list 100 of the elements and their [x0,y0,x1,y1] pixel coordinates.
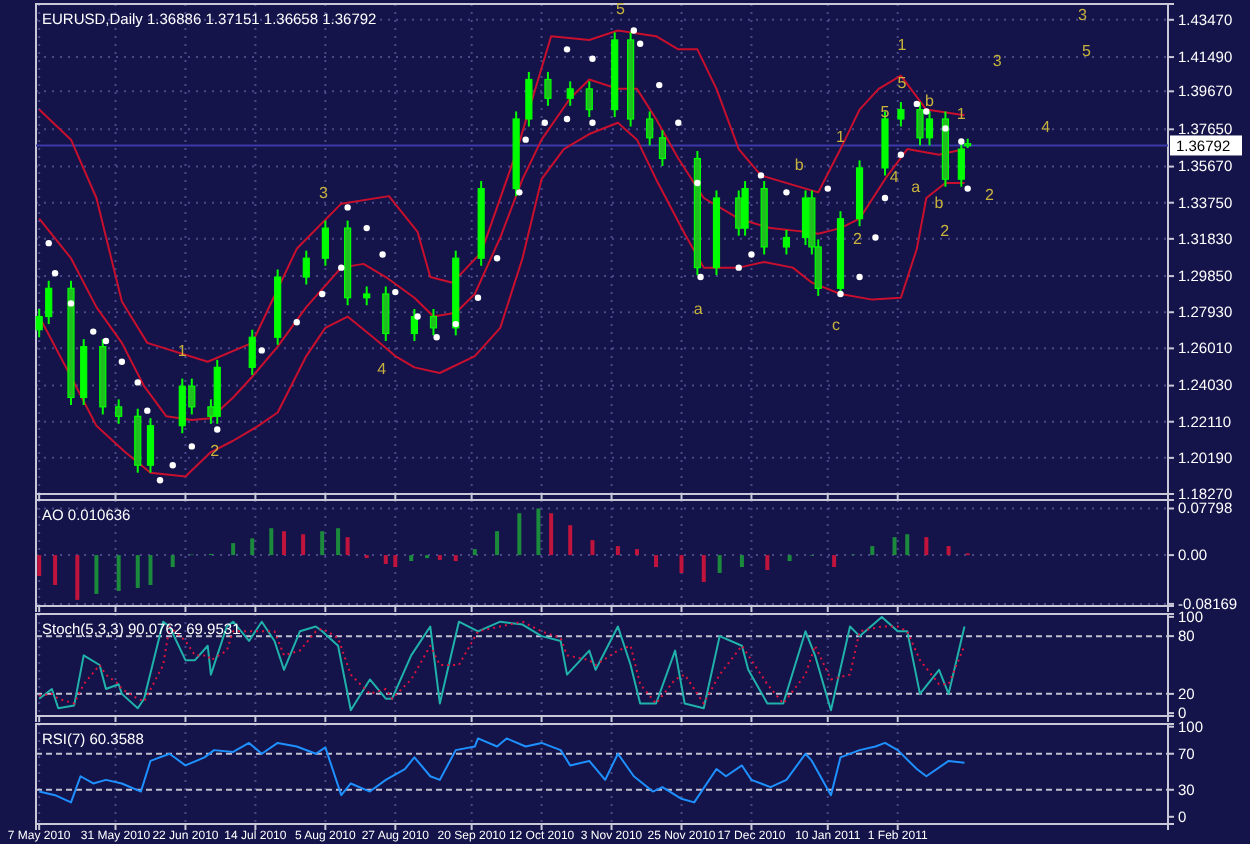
bar [75,555,80,600]
point [51,270,59,277]
bar [269,528,274,556]
point [144,407,151,414]
point [636,40,644,47]
annotation: c [831,316,840,334]
annotation: b [925,91,936,110]
point [881,194,889,202]
bar [924,537,929,556]
bar [870,546,875,556]
annotation: 3 [992,52,1003,70]
candlestick [525,70,533,128]
bar [892,537,897,556]
candlestick [382,285,390,343]
bar [301,534,306,556]
bar [717,555,722,574]
line-series [38,737,966,804]
candlestick [646,110,654,147]
bar [905,534,910,556]
point [913,100,920,108]
point [169,462,176,469]
bar [739,555,744,568]
annotation: b [934,194,945,212]
point [748,251,755,258]
point [563,46,571,53]
point [516,189,523,196]
annotation: 5 [1082,42,1092,60]
point [45,239,52,247]
point [344,204,351,211]
bar [453,555,458,562]
point [293,319,300,326]
bar [495,531,500,556]
bar [393,555,398,568]
annotation: 2 [984,186,995,204]
point [541,119,548,126]
bar [94,555,99,594]
point [897,151,905,158]
point [630,27,637,34]
point [837,290,844,298]
annotation: 2 [940,222,951,240]
point [338,264,345,271]
annotation: b [794,156,805,174]
bar [832,555,837,568]
bar [654,555,659,568]
bar [345,537,350,556]
point [414,313,421,320]
point [67,300,75,307]
bar [946,546,951,556]
point [493,255,501,262]
candlestick [658,129,667,168]
bar [135,555,140,588]
point [318,290,326,298]
annotation: 3 [318,184,329,202]
line-series [38,121,966,478]
candlestick [897,101,905,128]
annotation: 4 [1041,118,1052,136]
bar [383,555,388,565]
point [856,273,863,281]
bar [116,555,121,591]
point [188,443,196,450]
point [134,379,141,386]
point [392,288,399,296]
point [433,334,440,341]
point [923,108,930,115]
bar [472,549,477,556]
bar [615,546,620,556]
point [118,358,126,365]
bar [320,531,325,556]
candlestick [363,285,371,307]
candlestick [248,328,256,376]
point [697,273,704,281]
point [589,55,596,62]
point [757,172,765,179]
bar [517,513,522,556]
point [942,125,949,132]
candlestick [957,140,965,188]
point [379,251,386,258]
point [156,477,164,484]
bar [250,538,255,556]
annotation: a [693,300,704,318]
bar [765,555,770,571]
point [783,189,790,196]
candlestick [566,80,574,107]
annotation: 5 [615,0,626,18]
point [694,179,701,187]
annotation: 4 [377,360,388,378]
point [102,337,110,345]
bar [590,540,595,556]
candlestick [302,249,310,286]
point [589,119,596,126]
point [522,136,529,143]
annotation: 4 [889,168,900,186]
point [214,426,221,433]
candlestick [321,219,329,267]
bar [549,513,554,556]
bar [787,555,792,562]
bar [568,525,573,556]
point [363,224,370,232]
point [964,185,971,192]
bar [53,555,58,585]
